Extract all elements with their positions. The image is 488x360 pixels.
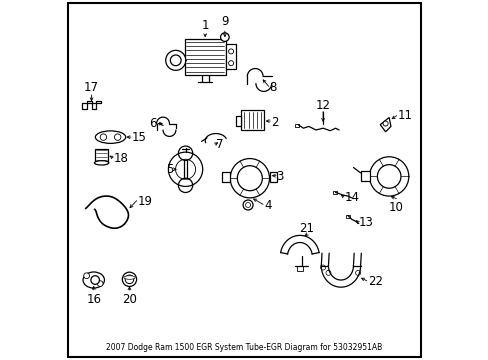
Circle shape — [237, 166, 262, 191]
Circle shape — [83, 273, 89, 279]
Bar — [294, 123, 298, 127]
Text: 3: 3 — [276, 170, 284, 183]
Ellipse shape — [122, 272, 136, 287]
Bar — [222, 172, 230, 182]
Text: 5: 5 — [165, 163, 173, 176]
Circle shape — [220, 33, 229, 41]
Circle shape — [178, 178, 192, 193]
Circle shape — [100, 134, 106, 140]
Bar — [184, 39, 225, 75]
Bar — [95, 149, 108, 162]
Text: 19: 19 — [137, 195, 152, 208]
Text: 9: 9 — [221, 15, 228, 28]
Text: 11: 11 — [397, 109, 412, 122]
Circle shape — [170, 55, 181, 66]
Circle shape — [230, 158, 269, 198]
Circle shape — [165, 50, 185, 70]
Text: 21: 21 — [299, 222, 314, 235]
Ellipse shape — [94, 161, 108, 165]
Ellipse shape — [95, 131, 125, 143]
Polygon shape — [380, 117, 390, 132]
Bar — [225, 44, 236, 69]
Text: 4: 4 — [264, 198, 271, 212]
Circle shape — [377, 165, 400, 188]
Text: 16: 16 — [86, 293, 101, 306]
Bar — [235, 116, 241, 126]
Circle shape — [320, 265, 325, 270]
Text: 17: 17 — [84, 81, 99, 94]
Text: 20: 20 — [122, 293, 137, 306]
Text: 7: 7 — [216, 138, 223, 151]
Text: 12: 12 — [315, 99, 330, 112]
Circle shape — [369, 157, 408, 196]
Bar — [360, 171, 369, 181]
Circle shape — [382, 121, 387, 126]
Text: 1: 1 — [201, 19, 208, 32]
Bar — [241, 111, 264, 130]
Ellipse shape — [125, 275, 134, 284]
Circle shape — [228, 61, 233, 66]
Circle shape — [97, 281, 103, 287]
Circle shape — [178, 146, 192, 160]
Ellipse shape — [123, 276, 135, 279]
Circle shape — [91, 276, 99, 284]
Bar — [183, 153, 187, 185]
Text: 18: 18 — [114, 152, 129, 165]
Text: 2: 2 — [271, 116, 278, 129]
Bar — [269, 172, 277, 182]
Circle shape — [243, 200, 253, 210]
Bar — [346, 215, 349, 217]
Ellipse shape — [83, 272, 104, 288]
Circle shape — [325, 270, 330, 275]
Text: 10: 10 — [388, 202, 403, 215]
Circle shape — [228, 49, 233, 54]
Text: 2007 Dodge Ram 1500 EGR System Tube-EGR Diagram for 53032951AB: 2007 Dodge Ram 1500 EGR System Tube-EGR … — [106, 343, 382, 352]
Circle shape — [355, 270, 360, 275]
Text: 22: 22 — [367, 275, 382, 288]
Text: 6: 6 — [149, 117, 157, 130]
Bar — [332, 191, 337, 194]
Bar — [296, 266, 303, 271]
Text: 15: 15 — [132, 131, 146, 144]
Text: 14: 14 — [344, 192, 359, 204]
Circle shape — [245, 203, 250, 207]
Text: 13: 13 — [358, 216, 373, 229]
Circle shape — [114, 134, 121, 140]
Text: 8: 8 — [269, 81, 276, 94]
